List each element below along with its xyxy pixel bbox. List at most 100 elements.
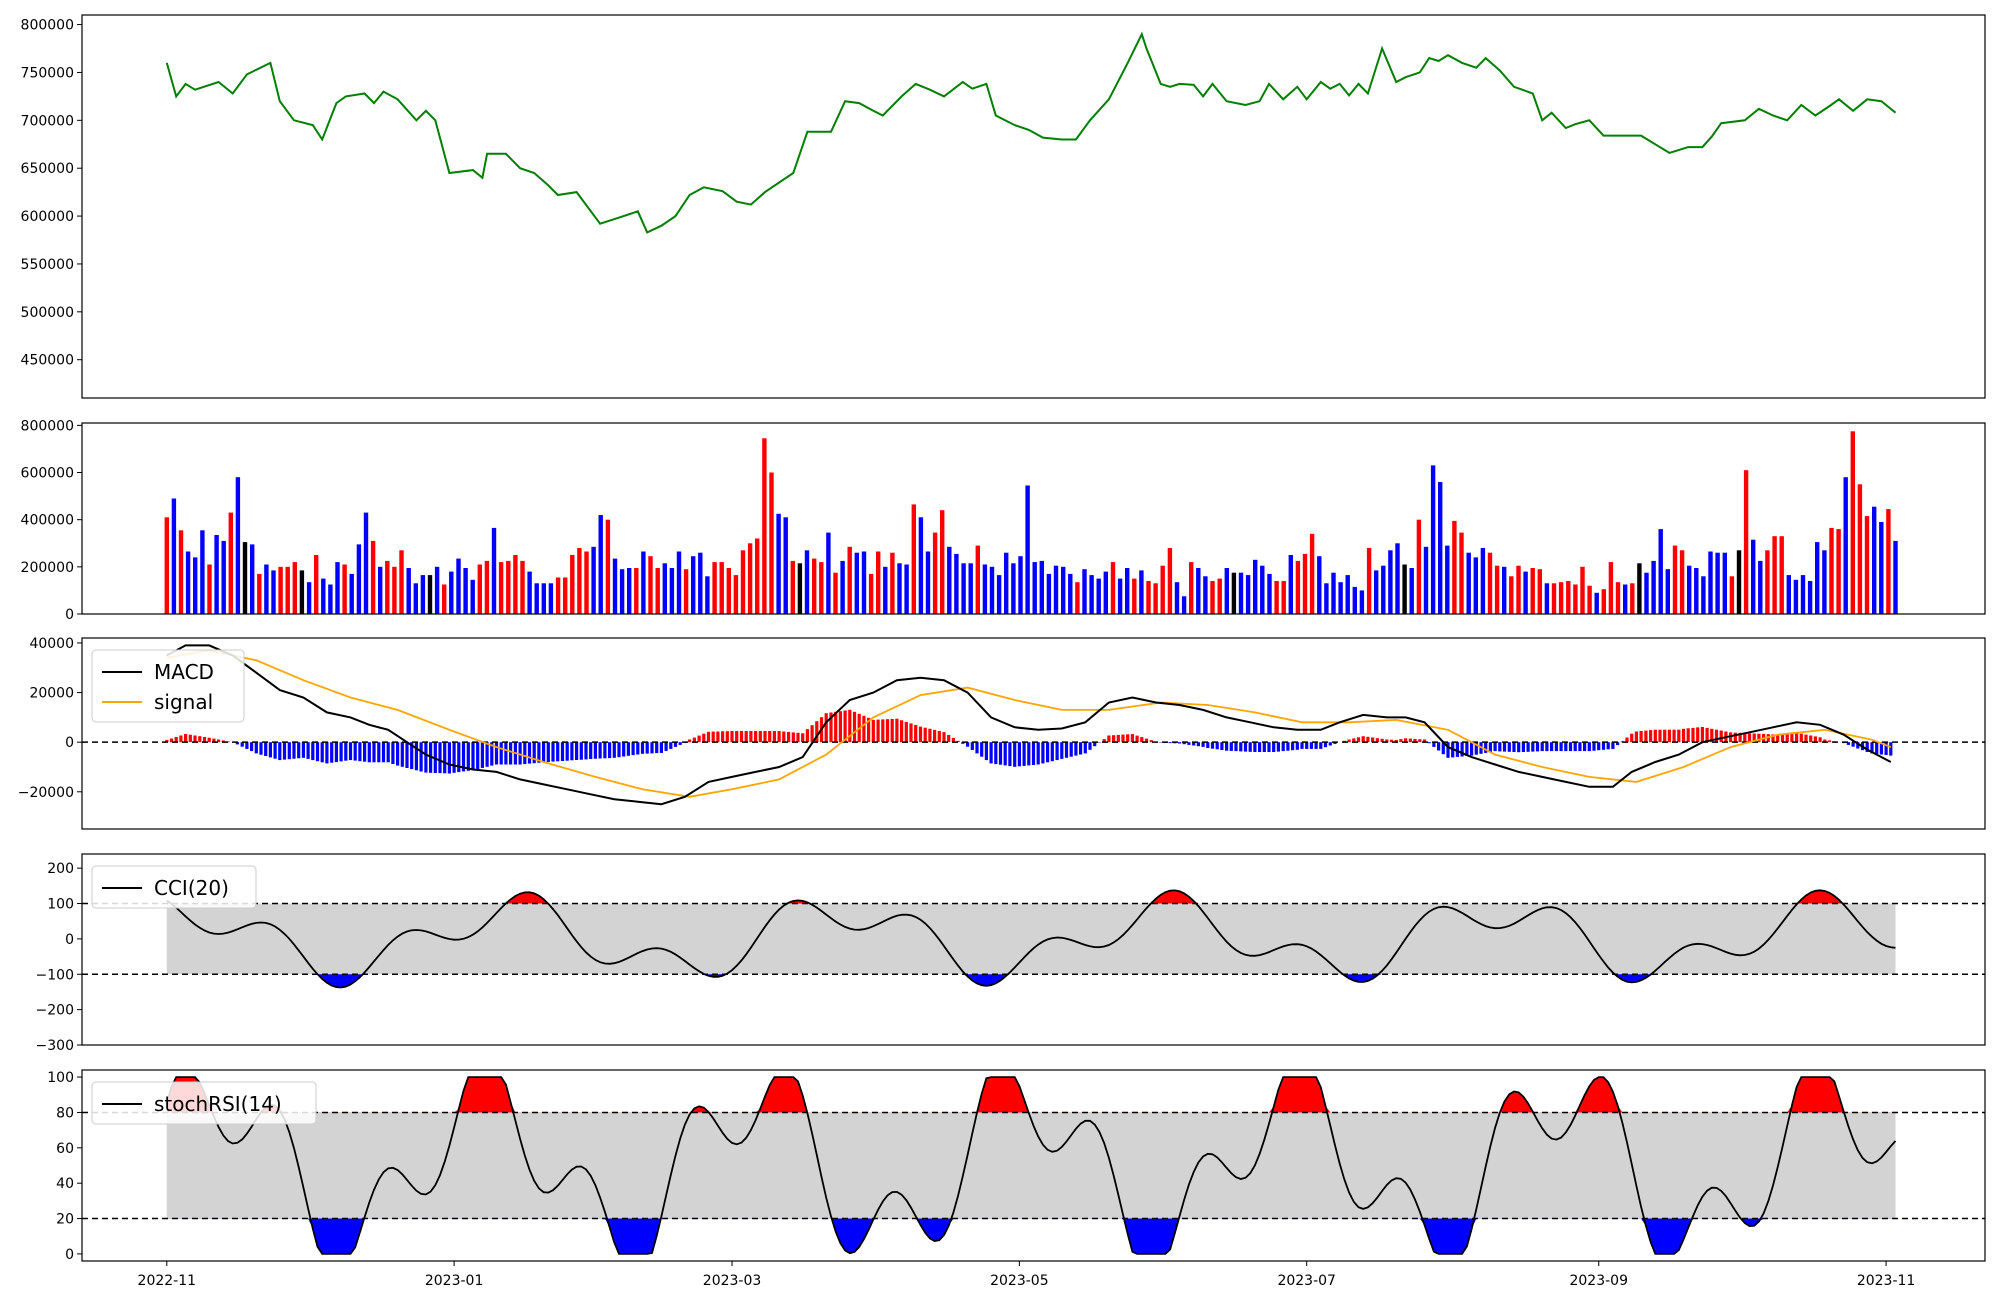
macd-histogram-bar <box>1488 742 1492 752</box>
macd-histogram-bar <box>867 717 871 743</box>
macd-histogram-bar <box>1404 738 1408 743</box>
macd-histogram-bar <box>655 742 659 754</box>
band-fill <box>166 1112 1896 1219</box>
volume-bar <box>1238 572 1244 614</box>
volume-bar <box>747 543 753 614</box>
macd-histogram-bar <box>739 731 744 743</box>
macd-histogram-bar <box>706 731 711 743</box>
macd-histogram-bar <box>904 721 908 743</box>
volume-bar <box>840 560 845 614</box>
band-fill <box>166 903 1896 975</box>
macd-histogram-bar <box>1667 729 1671 743</box>
y-tick-label: 80 <box>56 1105 74 1121</box>
macd-histogram-bar <box>1498 742 1502 752</box>
volume-bar <box>356 544 362 614</box>
macd-histogram-bar <box>1813 736 1817 743</box>
macd-histogram-bar <box>471 742 475 771</box>
macd-histogram-bar <box>1220 742 1224 750</box>
macd-histogram-bar <box>1465 742 1469 756</box>
volume-bar <box>1075 582 1080 614</box>
volume-bar <box>1317 556 1322 614</box>
volume-bar <box>819 562 824 614</box>
macd-histogram-bar <box>1281 742 1285 752</box>
macd-histogram-bar <box>278 742 282 761</box>
volume-bar <box>200 530 205 614</box>
volume-bar <box>1544 583 1550 614</box>
macd-histogram-bar <box>975 742 979 754</box>
volume-bar <box>1872 506 1877 614</box>
legend-box <box>91 865 257 909</box>
macd-histogram-bar <box>885 719 890 743</box>
macd-histogram-bar <box>1050 742 1054 762</box>
volume-bar <box>463 568 468 614</box>
volume-bar <box>1253 559 1258 614</box>
macd-histogram-bar <box>1088 742 1092 750</box>
volume-bar <box>591 546 596 614</box>
y-tick-label: 600000 <box>21 466 74 482</box>
volume-bar <box>406 568 411 614</box>
macd-histogram-bar <box>777 731 781 743</box>
volume-bar <box>1601 589 1606 614</box>
volume-bar <box>1793 579 1799 614</box>
volume-bar <box>541 583 546 614</box>
macd-histogram-bar <box>461 742 466 772</box>
volume-bar <box>897 563 902 614</box>
macd-histogram-bar <box>1328 742 1332 746</box>
volume-bar <box>1245 575 1251 614</box>
volume-bar <box>207 564 212 614</box>
macd-histogram-bar <box>202 737 207 743</box>
macd-histogram-bar <box>1121 734 1125 743</box>
volume-bar <box>498 562 504 614</box>
volume-bar <box>1153 583 1158 614</box>
macd-histogram-bar <box>1036 742 1040 765</box>
volume-bar <box>1743 470 1749 614</box>
macd-histogram-bar <box>1041 742 1045 764</box>
macd-histogram-bar <box>551 742 555 762</box>
x-tick-label: 2023-01 <box>425 1273 484 1289</box>
macd-histogram-bar <box>603 742 607 759</box>
volume-panel: 0 200000 400000 600000 800000 <box>21 418 1986 623</box>
y-tick-label: 500000 <box>21 305 74 321</box>
macd-histogram-bar <box>1027 742 1031 766</box>
volume-bar <box>228 512 233 614</box>
macd-histogram-bar <box>1177 742 1182 744</box>
volume-bar <box>655 568 660 614</box>
macd-histogram-bar <box>796 732 800 743</box>
volume-bar <box>648 556 653 614</box>
volume-bar <box>328 584 333 614</box>
volume-bar <box>1708 551 1713 614</box>
macd-histogram-bar <box>259 742 263 755</box>
macd-histogram-bar <box>372 742 376 763</box>
macd-histogram-bar <box>933 729 937 743</box>
panel-frame <box>81 853 1986 1046</box>
volume-bar <box>776 513 781 614</box>
macd-histogram-bar <box>169 738 174 743</box>
macd-histogram-bar <box>575 742 579 760</box>
macd-histogram-bar <box>466 742 470 771</box>
macd-histogram-bar <box>348 742 353 761</box>
y-tick-label: 800000 <box>21 18 74 34</box>
macd-histogram-bar <box>212 738 216 743</box>
volume-bar <box>1260 565 1265 614</box>
macd-histogram-bar <box>1187 742 1191 745</box>
macd-histogram-bar <box>1681 728 1686 743</box>
macd-histogram-bar <box>1747 733 1752 743</box>
volume-bar <box>1011 563 1016 614</box>
volume-bar <box>321 578 326 614</box>
volume-bar <box>314 555 319 614</box>
volume-bar <box>1381 565 1386 614</box>
y-tick-label: 0 <box>65 607 74 623</box>
macd-histogram-bar <box>1677 729 1681 743</box>
above-band-fill <box>166 1077 1896 1113</box>
volume-bar <box>676 551 682 614</box>
volume-bar <box>1452 520 1457 614</box>
macd-histogram-bar <box>1828 740 1832 743</box>
macd-histogram-bar <box>1597 742 1601 751</box>
volume-bar <box>1637 563 1642 614</box>
stochrsi-panel: 0 20 40 60 80 100 stochRSI(14) <box>47 1069 1986 1263</box>
macd-histogram-bar <box>1276 742 1280 752</box>
macd-histogram-bar <box>542 742 546 763</box>
macd-histogram-bar <box>240 742 244 747</box>
macd-histogram-bar <box>612 742 616 758</box>
macd-histogram-bar <box>1347 739 1351 743</box>
